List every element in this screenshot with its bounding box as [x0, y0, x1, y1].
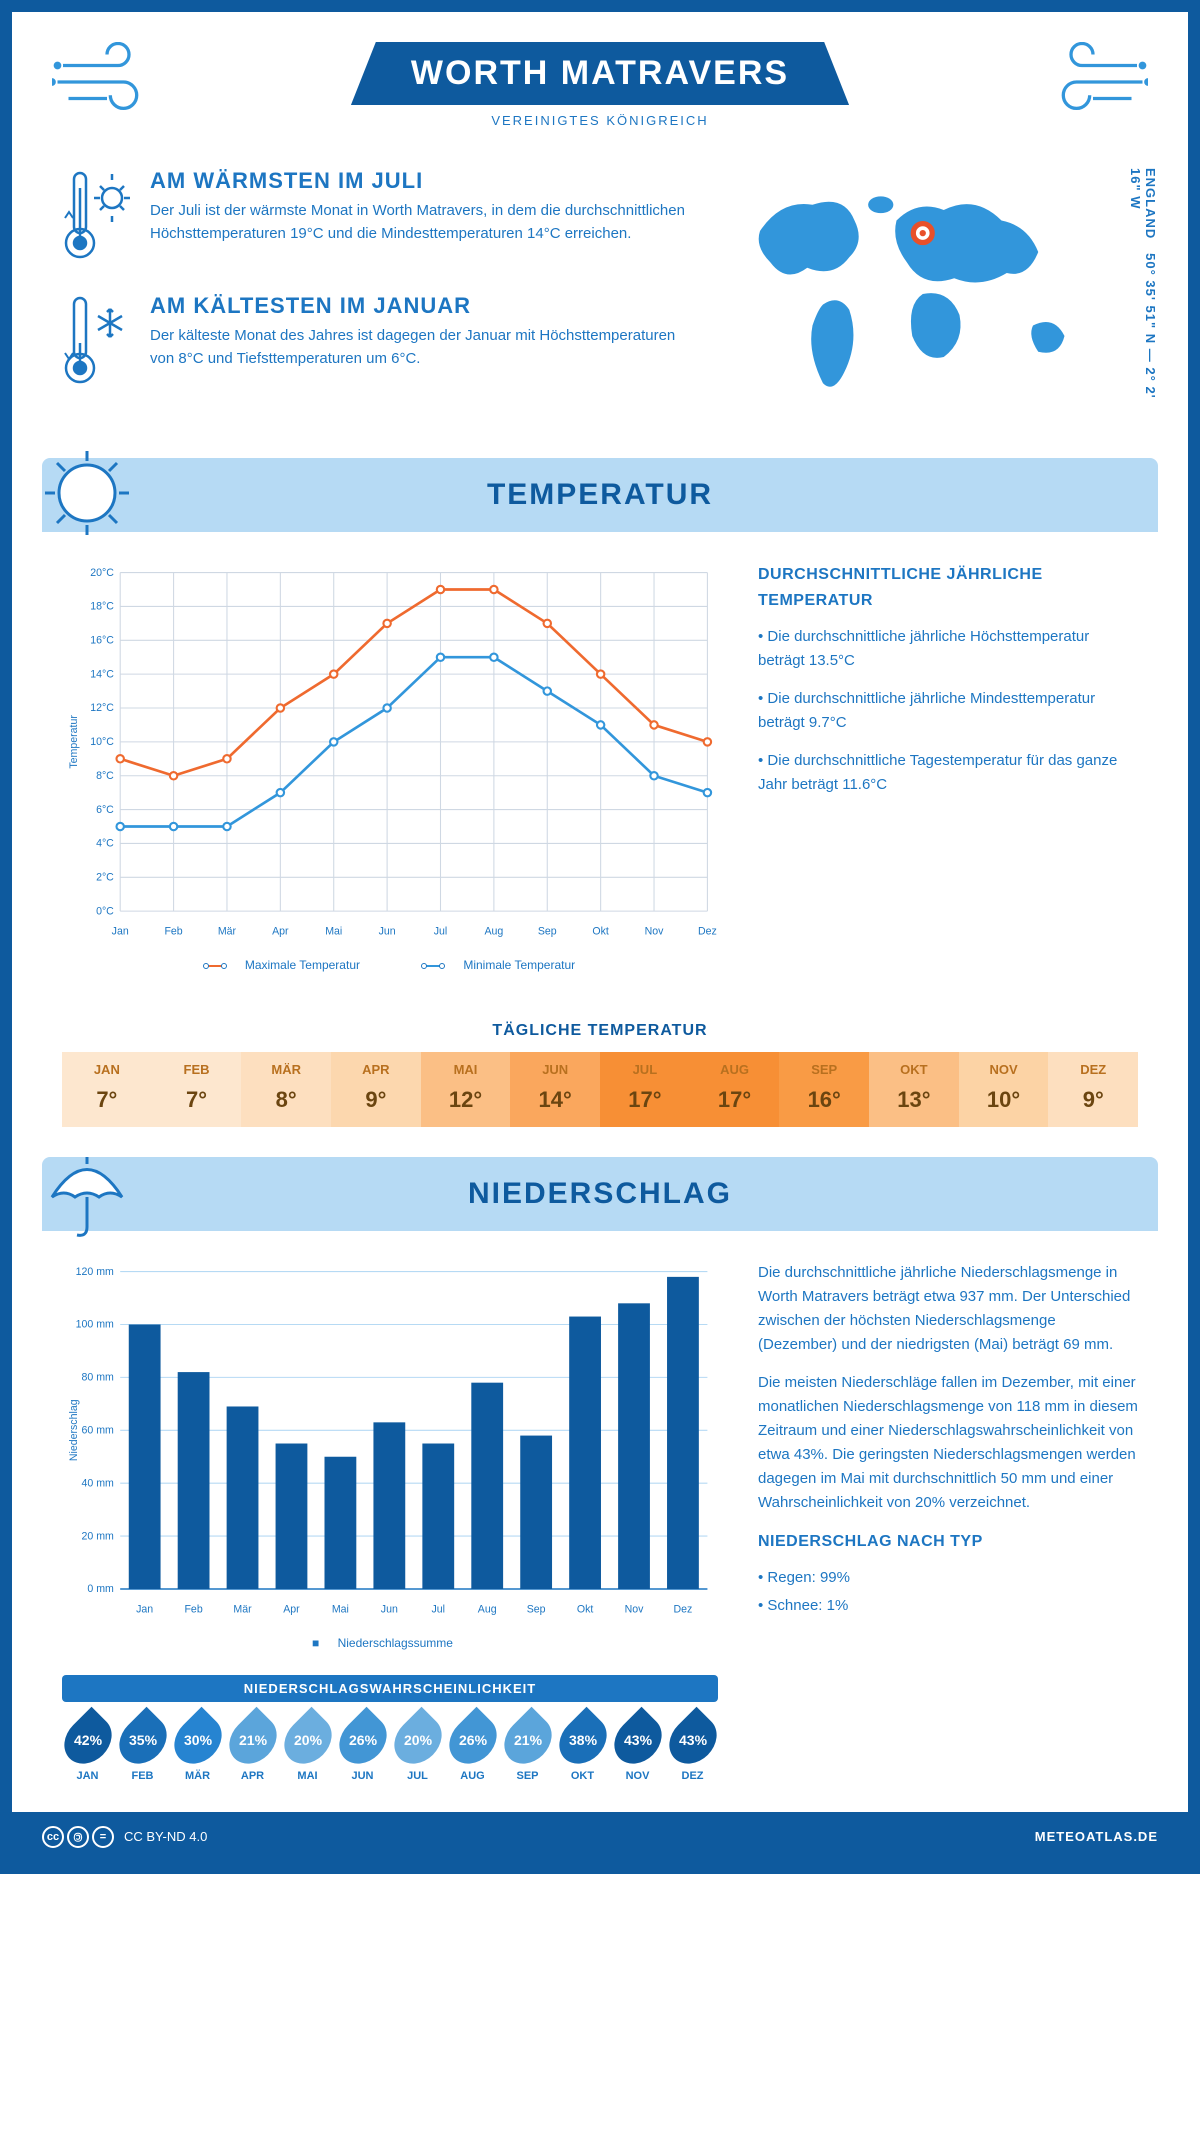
- svg-text:40 mm: 40 mm: [82, 1477, 115, 1489]
- site-name: METEOATLAS.DE: [1035, 1829, 1158, 1844]
- svg-text:Dez: Dez: [698, 925, 717, 937]
- svg-text:Sep: Sep: [538, 925, 557, 937]
- svg-text:Aug: Aug: [478, 1603, 497, 1615]
- svg-text:Niederschlag: Niederschlag: [68, 1399, 80, 1461]
- svg-text:60 mm: 60 mm: [82, 1424, 115, 1436]
- svg-text:2°C: 2°C: [96, 871, 114, 883]
- warmest-title: AM WÄRMSTEN IM JULI: [150, 168, 688, 194]
- temperature-section-header: TEMPERATUR: [42, 458, 1158, 532]
- svg-text:Apr: Apr: [283, 1603, 300, 1615]
- country-subtitle: VEREINIGTES KÖNIGREICH: [12, 113, 1188, 128]
- svg-text:Mai: Mai: [325, 925, 342, 937]
- svg-text:Temperatur: Temperatur: [68, 715, 80, 769]
- precipitation-summary: Die durchschnittliche jährliche Niedersc…: [758, 1261, 1138, 1782]
- coldest-block: AM KÄLTESTEN IM JANUAR Der kälteste Monat…: [62, 293, 688, 393]
- svg-text:Jan: Jan: [136, 1603, 153, 1615]
- cc-license-icon: cc🄯=: [42, 1826, 114, 1848]
- precipitation-title: NIEDERSCHLAG: [42, 1177, 1158, 1211]
- svg-text:0°C: 0°C: [96, 905, 114, 917]
- coldest-text: Der kälteste Monat des Jahres ist dagege…: [150, 325, 688, 370]
- wind-icon: [1038, 42, 1148, 122]
- location-title: WORTH MATRAVERS: [411, 54, 789, 93]
- svg-text:20°C: 20°C: [90, 567, 114, 579]
- svg-text:Nov: Nov: [625, 1603, 645, 1615]
- svg-text:120 mm: 120 mm: [76, 1266, 114, 1278]
- svg-text:Jun: Jun: [379, 925, 396, 937]
- svg-text:Dez: Dez: [674, 1603, 693, 1615]
- thermometer-sun-icon: [62, 168, 132, 268]
- svg-text:80 mm: 80 mm: [82, 1371, 115, 1383]
- svg-text:Jul: Jul: [432, 1603, 446, 1615]
- precipitation-section-header: NIEDERSCHLAG: [42, 1157, 1158, 1231]
- svg-text:Mär: Mär: [218, 925, 237, 937]
- svg-text:Okt: Okt: [577, 1603, 594, 1615]
- temperature-chart: 0°C 2°C 4°C 6°C 8°C 10°C 12°C 14°C 16°C 18°C 20°C J…: [62, 562, 718, 972]
- svg-text:Jan: Jan: [112, 925, 129, 937]
- svg-text:0 mm: 0 mm: [87, 1583, 114, 1595]
- svg-text:Mai: Mai: [332, 1603, 349, 1615]
- svg-text:16°C: 16°C: [90, 634, 114, 646]
- warmest-text: Der Juli ist der wärmste Monat in Worth …: [150, 200, 688, 245]
- precipitation-chart: 0 mm 20 mm 40 mm 60 mm 80 mm 100 mm 120 mm Jan F…: [62, 1261, 718, 1621]
- footer: cc🄯= CC BY-ND 4.0 METEOATLAS.DE: [12, 1812, 1188, 1862]
- coordinates: ENGLAND 50° 35' 51" N — 2° 2' 16" W: [1128, 168, 1158, 418]
- world-map: ENGLAND 50° 35' 51" N — 2° 2' 16" W: [718, 168, 1138, 418]
- svg-text:Nov: Nov: [645, 925, 665, 937]
- svg-text:Aug: Aug: [484, 925, 503, 937]
- svg-text:8°C: 8°C: [96, 770, 114, 782]
- temperature-legend: Maximale Temperatur Minimale Temperatur: [62, 958, 718, 972]
- precipitation-probability: NIEDERSCHLAGSWAHRSCHEINLICHKEIT 42%JAN35…: [62, 1675, 718, 1782]
- svg-text:14°C: 14°C: [90, 668, 114, 680]
- wind-icon: [52, 42, 162, 122]
- daily-temp-title: TÄGLICHE TEMPERATUR: [12, 1022, 1188, 1040]
- svg-text:100 mm: 100 mm: [76, 1319, 114, 1331]
- svg-text:Sep: Sep: [527, 1603, 546, 1615]
- license-text: CC BY-ND 4.0: [124, 1829, 207, 1844]
- svg-text:Mär: Mär: [233, 1603, 252, 1615]
- daily-temp-table: JAN7°FEB7°MÄR8°APR9°MAI12°JUN14°JUL17°AU…: [62, 1052, 1138, 1127]
- svg-text:6°C: 6°C: [96, 804, 114, 816]
- umbrella-icon: [37, 1142, 137, 1242]
- header: WORTH MATRAVERS VEREINIGTES KÖNIGREICH: [12, 12, 1188, 148]
- svg-text:Feb: Feb: [164, 925, 182, 937]
- temperature-title: TEMPERATUR: [42, 478, 1158, 512]
- svg-text:20 mm: 20 mm: [82, 1530, 115, 1542]
- svg-text:4°C: 4°C: [96, 838, 114, 850]
- svg-text:Feb: Feb: [184, 1603, 202, 1615]
- svg-text:Jul: Jul: [434, 925, 448, 937]
- sun-icon: [37, 443, 137, 543]
- thermometer-snow-icon: [62, 293, 132, 393]
- title-banner: WORTH MATRAVERS: [351, 42, 849, 105]
- svg-text:10°C: 10°C: [90, 736, 114, 748]
- warmest-block: AM WÄRMSTEN IM JULI Der Juli ist der wärm…: [62, 168, 688, 268]
- svg-text:Okt: Okt: [592, 925, 609, 937]
- svg-text:Apr: Apr: [272, 925, 289, 937]
- coldest-title: AM KÄLTESTEN IM JANUAR: [150, 293, 688, 319]
- svg-text:Jun: Jun: [381, 1603, 398, 1615]
- svg-text:12°C: 12°C: [90, 702, 114, 714]
- temperature-summary: DURCHSCHNITTLICHE JÄHRLICHE TEMPERATUR •…: [758, 562, 1138, 972]
- precipitation-legend: ■ Niederschlagssumme: [62, 1636, 718, 1650]
- svg-text:18°C: 18°C: [90, 601, 114, 613]
